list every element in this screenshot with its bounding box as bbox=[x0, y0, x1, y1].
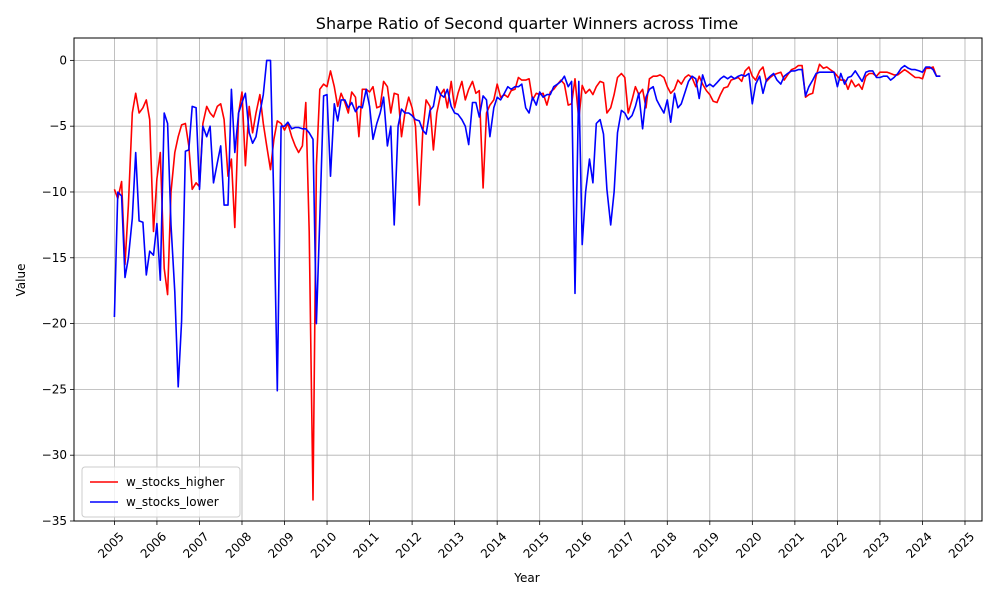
y-tick-label: −10 bbox=[42, 185, 67, 199]
y-tick-label: −15 bbox=[42, 251, 67, 265]
y-tick-label: −35 bbox=[42, 514, 67, 528]
series-line-w-stocks-lower bbox=[113, 59, 941, 392]
legend-label: w_stocks_lower bbox=[126, 495, 219, 509]
grid bbox=[74, 38, 982, 522]
y-tick-label: −5 bbox=[49, 119, 67, 133]
legend-box bbox=[81, 466, 241, 518]
chart-title: Sharpe Ratio of Second quarter Winners a… bbox=[316, 14, 738, 33]
plot-area-frame bbox=[73, 37, 983, 522]
legend-label: w_stocks_higher bbox=[126, 475, 224, 489]
x-axis-label: Year bbox=[513, 571, 539, 585]
series-lines bbox=[113, 59, 941, 501]
y-tick-label: 0 bbox=[59, 53, 67, 67]
y-tick-label: −25 bbox=[42, 382, 67, 396]
y-tick-label: −20 bbox=[42, 317, 67, 331]
y-tick-label: −30 bbox=[42, 448, 67, 462]
y-axis-label: Value bbox=[14, 264, 28, 297]
legend: w_stocks_higher w_stocks_lower bbox=[81, 466, 241, 518]
